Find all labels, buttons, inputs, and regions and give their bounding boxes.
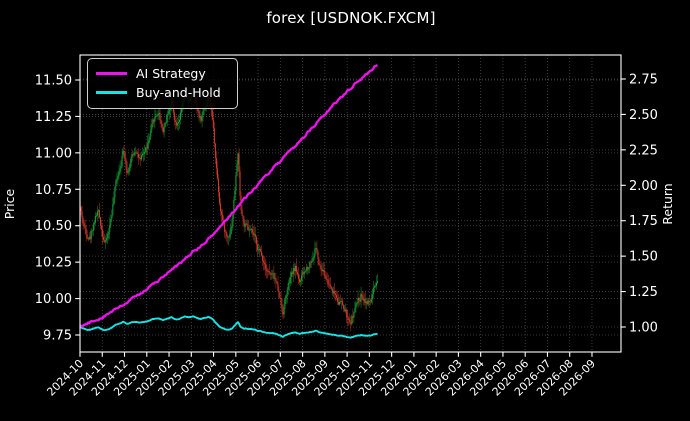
ai-strategy-line — [79, 64, 379, 328]
return-tick-label: 2.50 — [629, 108, 658, 123]
candle-wicks-down — [79, 82, 371, 332]
return-tick-label: 2.25 — [629, 143, 658, 158]
price-axis-label: Price — [2, 188, 17, 219]
return-tick-label: 1.25 — [629, 285, 658, 300]
ai-strategy-line-swatch — [96, 72, 127, 75]
return-tick-label: 2.00 — [629, 179, 658, 194]
buy-and-hold-line — [79, 315, 378, 339]
price-tick-label: 11.50 — [35, 74, 72, 89]
price-tick-label: 9.75 — [43, 329, 72, 344]
price-tick-label: 10.00 — [35, 292, 72, 307]
price-tick-label: 11.00 — [35, 146, 72, 161]
price-tick-label: 11.25 — [35, 110, 72, 125]
gridlines — [79, 55, 621, 352]
price-tick-label: 10.75 — [35, 183, 72, 198]
legend-label-ai-strategy: AI Strategy — [136, 66, 206, 81]
return-axis-label: Return — [660, 183, 675, 224]
buy-and-hold-line-swatch — [96, 91, 127, 94]
legend: AI Strategy Buy-and-Hold — [87, 58, 238, 109]
chart-title: forex [USDNOK.FXCM] — [266, 9, 436, 27]
return-tick-label: 2.75 — [629, 73, 658, 88]
legend-item-ai-strategy: AI Strategy — [96, 64, 229, 83]
price-tick-label: 10.50 — [35, 219, 72, 234]
legend-label-buy-and-hold: Buy-and-Hold — [136, 85, 221, 100]
return-tick-label: 1.75 — [629, 214, 658, 229]
candle-bodies-down — [79, 90, 371, 325]
return-tick-label: 1.50 — [629, 250, 658, 265]
legend-item-buy-and-hold: Buy-and-Hold — [96, 83, 229, 102]
price-tick-label: 10.25 — [35, 256, 72, 271]
axes-spines — [79, 54, 622, 353]
tick-marks — [75, 78, 626, 357]
return-tick-label: 1.00 — [629, 321, 658, 336]
tick-labels: 9.75 10.00 10.25 10.50 10.75 11.00 11.25 11.50 1… — [35, 73, 658, 399]
